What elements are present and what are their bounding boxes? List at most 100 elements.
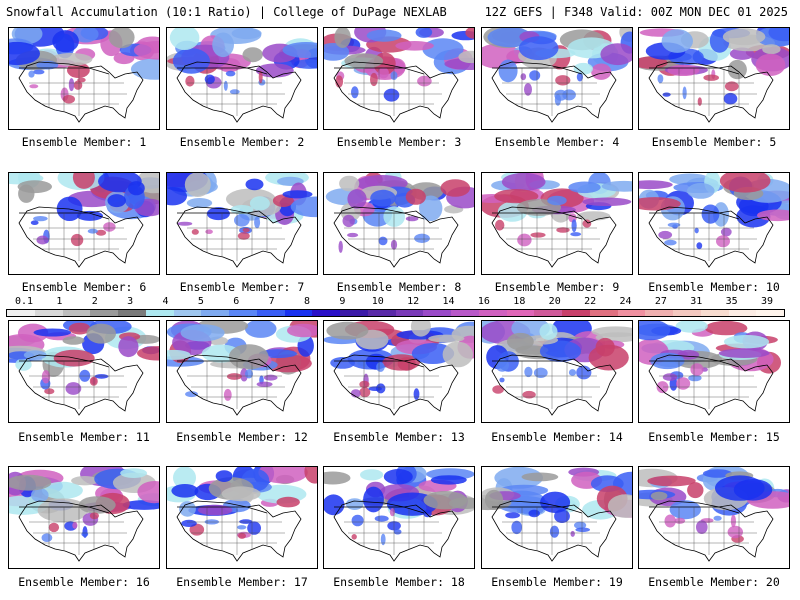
snowfall-patch	[528, 509, 540, 518]
snowfall-map	[482, 467, 632, 562]
snowfall-patch	[185, 391, 198, 398]
snowfall-patch	[89, 512, 99, 520]
snowfall-swath	[639, 321, 671, 341]
ensemble-map-panel	[166, 172, 318, 275]
ensemble-map-panel	[323, 172, 475, 275]
snowfall-patch	[662, 92, 671, 97]
snowfall-patch	[223, 80, 228, 91]
snowfall-patch	[389, 508, 395, 517]
ensemble-member-label: Ensemble Member: 13	[333, 430, 465, 444]
snowfall-swath	[244, 321, 277, 338]
snowfall-patch	[682, 86, 687, 100]
snowfall-map	[324, 321, 474, 416]
country-outline	[648, 61, 774, 123]
snowfall-patch	[383, 88, 400, 102]
colorbar-segment	[617, 310, 646, 316]
snowfall-swath	[215, 470, 233, 482]
colorbar-ticks: 0.1 1 2 3 4 5 6 7 8 9 10 12 14 16 18 20 22 24 27 31 35 39	[6, 296, 785, 308]
snowfall-patch	[29, 84, 39, 89]
ensemble-member-label: Ensemble Member: 16	[18, 575, 150, 589]
snowfall-swath	[430, 475, 467, 485]
snowfall-patch	[242, 228, 250, 233]
snowfall-patch	[205, 229, 213, 234]
snowfall-patch	[697, 97, 702, 106]
ensemble-map-panel	[481, 466, 633, 569]
snowfall-patch	[347, 232, 359, 238]
colorbar-tick-label: 4	[162, 296, 169, 307]
colorbar-segment	[312, 310, 340, 316]
ensemble-member-label: Ensemble Member: 3	[336, 135, 462, 149]
snowfall-patch	[245, 369, 253, 379]
ensemble-member-label: Ensemble Member: 4	[494, 135, 620, 149]
snowfall-patch	[529, 70, 541, 81]
snowfall-swath	[755, 53, 786, 76]
snowfall-patch	[378, 67, 389, 79]
snowfall-swath	[118, 336, 139, 358]
ensemble-map-panel	[638, 27, 790, 130]
snowfall-swath	[324, 494, 345, 516]
snowfall-patch	[191, 229, 199, 235]
snowfall-patch	[62, 94, 75, 104]
snowfall-swath	[62, 336, 85, 345]
snowfall-patch	[727, 525, 743, 539]
snowfall-patch	[103, 222, 116, 232]
snowfall-patch	[574, 521, 587, 529]
colorbar-segment	[62, 310, 91, 316]
ensemble-member-label: Ensemble Member: 9	[494, 280, 620, 294]
snowfall-map	[324, 28, 474, 123]
colorbar-segment	[478, 310, 507, 316]
snowfall-swath	[650, 491, 668, 501]
ensemble-member-label: Ensemble Member: 5	[651, 135, 777, 149]
snowfall-swath	[410, 321, 431, 337]
snowfall-patch	[570, 232, 582, 237]
snowfall-swath	[324, 471, 351, 485]
snowfall-swath	[221, 486, 261, 502]
snowfall-patch	[723, 92, 738, 105]
colorbar-segment	[145, 310, 174, 316]
colorbar-segment	[451, 310, 479, 316]
snowfall-map	[9, 321, 159, 416]
snowfall-patch	[688, 374, 702, 382]
snowfall-patch	[570, 530, 575, 537]
colorbar-segment	[589, 310, 618, 316]
snowfall-patch	[65, 382, 82, 395]
snowfall-patch	[664, 239, 677, 246]
snowfall-swath	[290, 196, 317, 218]
colorbar-tick-label: 7	[268, 296, 275, 307]
snowfall-patch	[676, 377, 691, 390]
snowfall-patch	[204, 74, 215, 85]
snowfall-swath	[287, 323, 317, 338]
snowfall-swath	[383, 206, 405, 227]
colorbar-tick-label: 27	[654, 296, 667, 307]
snowfall-patch	[177, 221, 193, 226]
snowfall-patch	[359, 387, 371, 398]
snowfall-swath	[72, 173, 95, 189]
snowfall-swath	[171, 484, 199, 498]
colorbar-segment	[256, 310, 285, 316]
colorbar-tick-label: 22	[584, 296, 597, 307]
snowfall-swath	[245, 178, 264, 191]
snowfall-swath	[719, 173, 771, 193]
snowfall-swath	[133, 41, 159, 60]
snowfall-swath	[428, 334, 465, 343]
snowfall-patch	[696, 520, 708, 534]
snowfall-swath	[539, 323, 558, 340]
snowfall-colorbar	[6, 309, 785, 317]
snowfall-map	[639, 467, 789, 562]
snowfall-swath	[169, 28, 200, 50]
snowfall-swath	[137, 481, 159, 504]
colorbar-segment	[728, 310, 757, 316]
snowfall-swath	[334, 28, 351, 48]
snowfall-patch	[237, 232, 250, 240]
snowfall-swath	[71, 476, 99, 486]
colorbar-tick-label: 3	[127, 296, 134, 307]
country-outline	[491, 500, 617, 562]
snowfall-swath	[9, 474, 52, 491]
snowfall-patch	[370, 72, 378, 87]
snowfall-patch	[556, 227, 570, 233]
snowfall-swath	[128, 181, 145, 196]
snowfall-patch	[413, 388, 420, 400]
snowfall-patch	[520, 73, 527, 81]
snowfall-swath	[242, 47, 263, 63]
colorbar-segment	[506, 310, 535, 316]
